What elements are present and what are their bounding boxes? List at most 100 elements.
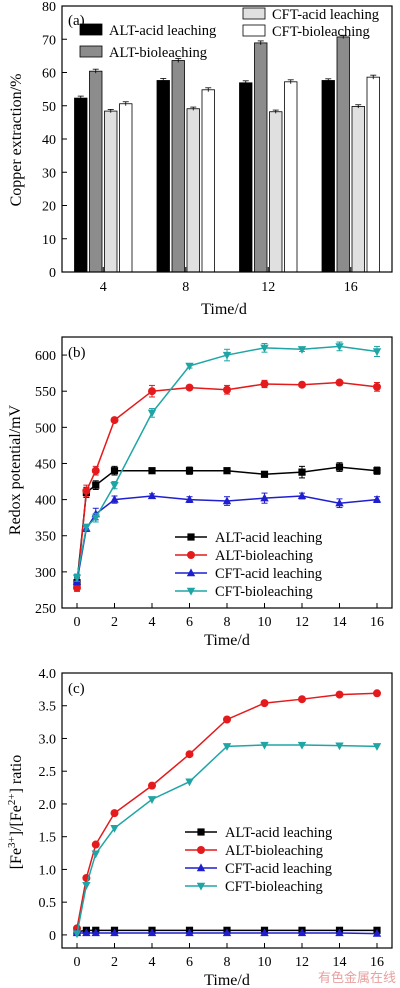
data-point-cft-bioleaching — [110, 481, 119, 490]
y-tick-label: 500 — [35, 421, 56, 436]
y-tick-label: 70 — [42, 33, 56, 48]
data-point-alt-bioleaching — [373, 382, 381, 391]
data-point-alt-acid-leaching — [335, 463, 344, 471]
legend-label: ALT-bioleaching — [225, 843, 323, 859]
bar-alt-bioleaching-4 — [89, 70, 103, 273]
series-cft-bioleaching — [72, 341, 382, 583]
data-point-alt-bioleaching — [148, 387, 156, 396]
data-point-alt-bioleaching — [185, 750, 194, 759]
bar-alt-bioleaching-8 — [171, 60, 185, 273]
bar-alt-acid-leaching-8 — [156, 80, 170, 273]
data-point-alt-bioleaching — [110, 416, 119, 425]
data-point-cft-bioleaching — [372, 743, 382, 751]
data-point-cft-bioleaching — [185, 362, 194, 371]
legend-marker-alt-bioleaching — [197, 846, 205, 854]
legend-label: CFT-bioleaching — [215, 584, 313, 600]
x-tick-label: 16 — [370, 615, 384, 630]
legend-label: CFT-acid leaching — [225, 861, 332, 877]
y-axis-title-part: [Fe — [8, 848, 25, 869]
y-tick-label: 80 — [42, 0, 56, 15]
x-tick-label: 4 — [149, 955, 156, 970]
data-point-cft-bioleaching — [91, 514, 100, 523]
y-tick-label: 20 — [42, 200, 56, 215]
data-point-cft-bioleaching — [72, 574, 82, 583]
y-tick-label: 60 — [42, 67, 56, 82]
data-point-cft-bioleaching — [335, 343, 344, 351]
legend-marker-alt-acid-leaching — [197, 828, 205, 836]
y-axis-title: Redox potential/mV — [7, 404, 24, 535]
y-axis-title-part: ] ratio — [8, 755, 25, 794]
y-axis-title: Copper extraction/% — [8, 74, 25, 207]
bar-alt-acid-leaching-4 — [74, 97, 88, 273]
plot-frame — [61, 672, 393, 949]
data-point-cft-acid-leaching — [82, 928, 91, 937]
y-axis-title-superscript: 3+ — [6, 836, 18, 848]
legend-label: ALT-bioleaching — [109, 45, 207, 61]
data-point-alt-acid-leaching — [92, 481, 100, 489]
x-tick-label: 8 — [224, 615, 231, 630]
y-axis-title-part: ]/[Fe — [8, 805, 25, 836]
x-tick-label: 4 — [149, 615, 156, 630]
data-point-alt-acid-leaching — [110, 467, 119, 475]
series-cft-bioleaching — [72, 741, 382, 939]
data-point-cft-acid-leaching — [297, 928, 307, 937]
data-point-cft-acid-leaching — [222, 496, 232, 505]
data-point-alt-bioleaching — [260, 379, 269, 388]
x-tick-label: 6 — [186, 615, 193, 630]
bar-cft-acid-leaching-8 — [186, 108, 200, 273]
x-tick-label: 12 — [295, 615, 309, 630]
data-point-cft-bioleaching — [297, 741, 307, 750]
legend-marker-cft-bioleaching — [196, 882, 206, 891]
y-tick-label: 4.0 — [39, 667, 57, 682]
data-point-cft-bioleaching — [185, 778, 194, 787]
x-tick-label: 16 — [370, 955, 384, 970]
y-tick-label: 0 — [49, 266, 56, 281]
panel-label: (c) — [68, 681, 85, 697]
data-point-alt-bioleaching — [91, 840, 100, 849]
bar-alt-bioleaching-12 — [254, 42, 268, 273]
bar-cft-bioleaching-4 — [119, 103, 133, 273]
legend-swatch-alt-bioleaching — [79, 45, 103, 58]
data-point-cft-bioleaching — [91, 850, 100, 859]
legend-label: CFT-bioleaching — [225, 879, 323, 895]
data-point-alt-bioleaching — [335, 690, 344, 699]
bar-alt-acid-leaching-16 — [321, 80, 335, 273]
data-point-alt-bioleaching — [110, 809, 119, 818]
x-tick-label: 12 — [295, 955, 309, 970]
x-tick-label: 2 — [111, 615, 118, 630]
data-point-cft-bioleaching — [82, 881, 91, 890]
data-point-alt-acid-leaching — [148, 467, 156, 475]
data-point-cft-bioleaching — [82, 523, 91, 532]
plot-frame — [61, 336, 393, 609]
y-axis-title: [Fe3+]/[Fe2+] ratio — [6, 755, 25, 870]
bar-cft-acid-leaching-16 — [351, 106, 365, 273]
bar-cft-bioleaching-16 — [366, 76, 380, 273]
x-axis-title: Time/d — [204, 632, 250, 649]
data-point-alt-acid-leaching — [185, 467, 194, 475]
y-tick-label: 400 — [35, 494, 56, 509]
y-tick-label: 3.5 — [39, 700, 57, 715]
legend-marker-cft-acid-leaching — [186, 568, 196, 577]
data-point-alt-acid-leaching — [223, 467, 231, 475]
data-point-cft-bioleaching — [72, 930, 82, 939]
data-point-cft-acid-leaching — [147, 928, 157, 937]
legend-marker-cft-bioleaching — [186, 587, 196, 596]
data-point-alt-acid-leaching — [373, 467, 381, 475]
legend-marker-alt-acid-leaching — [187, 533, 195, 541]
legend-swatch-cft-acid-leaching — [242, 7, 266, 20]
y-tick-label: 2.5 — [39, 765, 57, 780]
data-point-alt-bioleaching — [335, 378, 344, 387]
y-tick-label: 600 — [35, 349, 56, 364]
data-point-cft-acid-leaching — [147, 491, 157, 500]
y-tick-label: 300 — [35, 566, 56, 581]
data-point-alt-bioleaching — [223, 385, 231, 394]
y-tick-label: 40 — [42, 133, 56, 148]
bar-cft-bioleaching-8 — [201, 89, 215, 273]
y-tick-label: 250 — [35, 602, 56, 617]
legend-marker-cft-acid-leaching — [196, 863, 206, 872]
data-point-alt-bioleaching — [148, 781, 156, 790]
y-tick-label: 0.5 — [39, 896, 57, 911]
legend-swatch-cft-bioleaching — [242, 24, 266, 37]
